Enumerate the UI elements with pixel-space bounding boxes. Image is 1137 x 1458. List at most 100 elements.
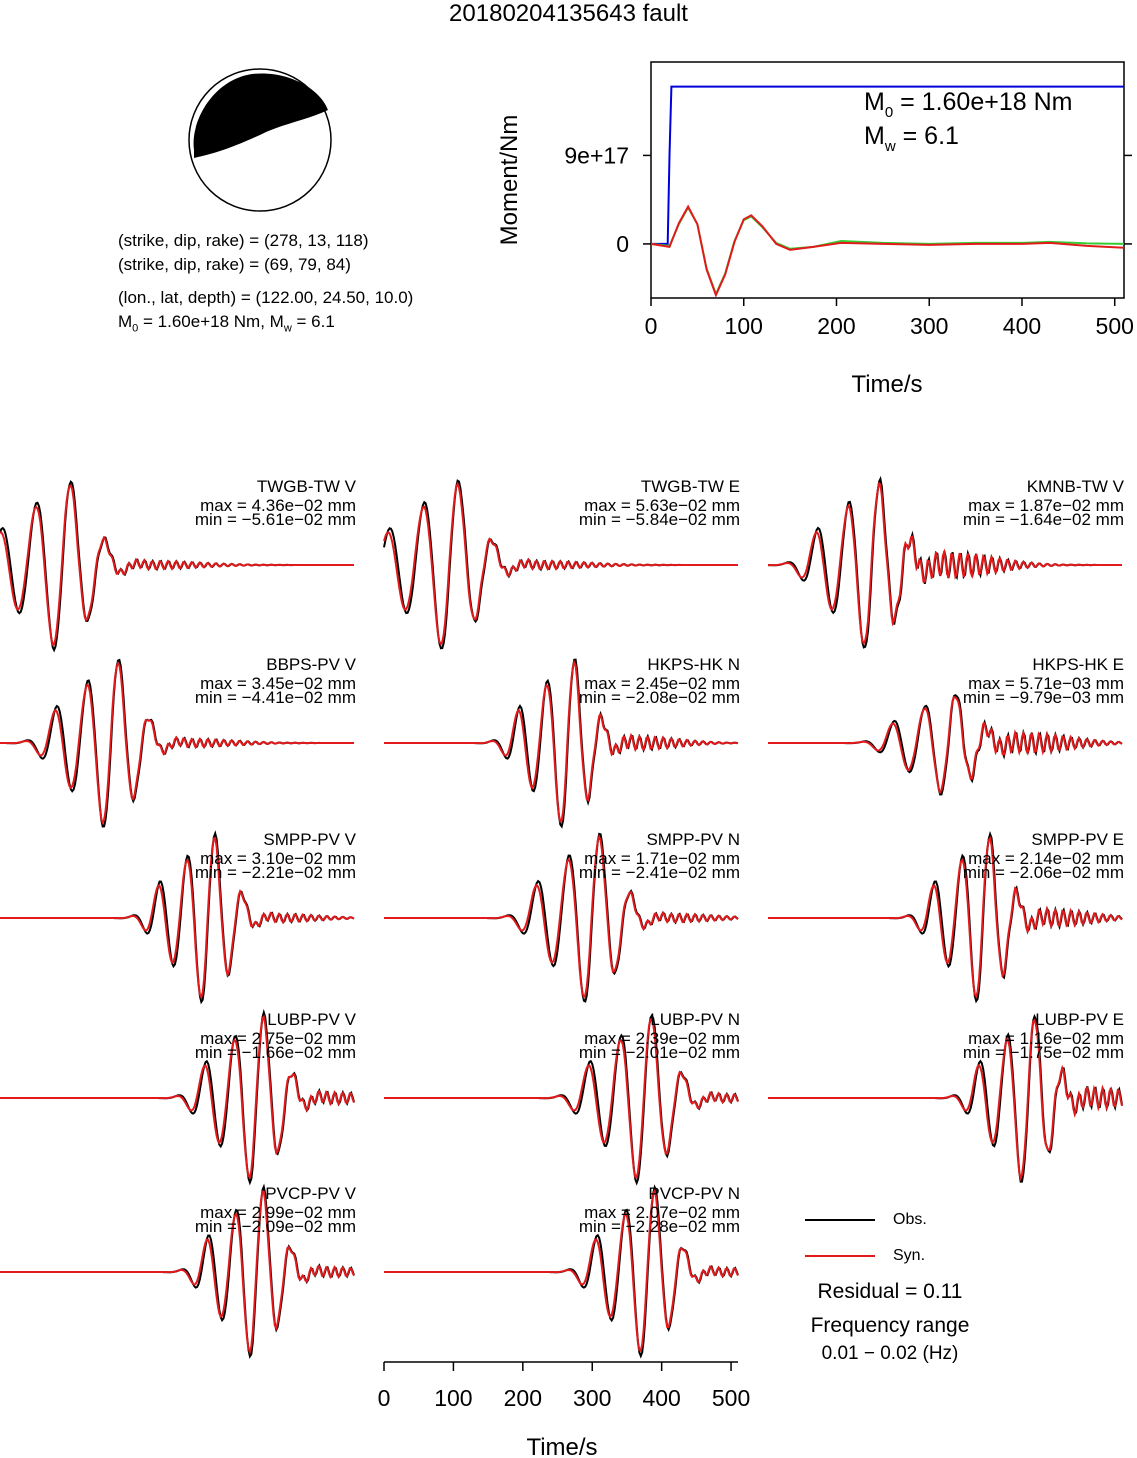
- min-amplitude-label: min = −1.66e−02 mm: [194, 1043, 356, 1062]
- synthetic-trace: [768, 1018, 1123, 1182]
- station-label: HKPS-HK E: [1032, 655, 1124, 674]
- max-amplitude-label: max = 4.36e−02 mm: [200, 496, 356, 515]
- m0-value: = 1.60e+18 Nm, M: [138, 312, 284, 331]
- moment-xtick-label: 0: [645, 313, 658, 339]
- synthetic-trace: [384, 833, 739, 999]
- waveform-xtick-label: 500: [712, 1385, 750, 1411]
- hypocenter-location: (lon., lat, depth) = (122.00, 24.50, 10.…: [118, 288, 414, 307]
- moment-plot-frame: [650, 61, 1125, 299]
- frequency-range-value: 0.01 − 0.02 (Hz): [821, 1343, 959, 1364]
- waveform-xtick-label: 300: [573, 1385, 611, 1411]
- mw-label-value: = 6.1: [896, 122, 959, 150]
- moment-xtick-label: 400: [1003, 313, 1041, 339]
- mw-label-prefix: M: [864, 122, 885, 150]
- min-amplitude-label: min = −5.61e−02 mm: [194, 510, 356, 529]
- legend-lines: [805, 1219, 875, 1257]
- residual-text: Residual = 0.11: [817, 1280, 963, 1303]
- synthetic-trace: [383, 481, 738, 646]
- station-label: TWGB-TW V: [256, 477, 356, 496]
- max-amplitude-label: max = 2.45e−02 mm: [584, 674, 740, 693]
- magnitude-summary: M0 = 1.60e+18 Nm, Mw = 6.1: [118, 311, 335, 339]
- max-amplitude-label: max = 2.07e−02 mm: [584, 1203, 740, 1222]
- mw-label: Mw = 6.1: [864, 122, 959, 155]
- moment-rate-red-line: [650, 204, 1125, 298]
- moment-xtick-label: 200: [817, 313, 855, 339]
- min-amplitude-label: min = −2.41e−02 mm: [578, 863, 740, 882]
- moment-xlabel: Time/s: [851, 371, 922, 398]
- legend-syn-label: Syn.: [893, 1247, 926, 1264]
- max-amplitude-label: max = 2.14e−02 mm: [968, 849, 1124, 868]
- min-amplitude-label: min = −9.79e−03 mm: [962, 688, 1124, 707]
- min-amplitude-label: min = −4.41e−02 mm: [194, 688, 356, 707]
- moment-ylabel: Moment/Nm: [496, 115, 523, 246]
- waveform-xlabel: Time/s: [526, 1434, 597, 1458]
- min-amplitude-label: min = −2.08e−02 mm: [578, 688, 740, 707]
- max-amplitude-label: max = 2.39e−02 mm: [584, 1029, 740, 1048]
- station-label: HKPS-HK N: [647, 655, 740, 674]
- min-amplitude-label: min = −2.06e−02 mm: [962, 863, 1124, 882]
- synthetic-trace: [0, 1014, 355, 1180]
- synthetic-trace: [384, 1018, 739, 1179]
- station-label: LUBP-PV N: [650, 1010, 740, 1029]
- waveform-xtick-label: 100: [434, 1385, 472, 1411]
- legend-obs-label: Obs.: [893, 1211, 927, 1228]
- min-amplitude-label: min = −1.75e−02 mm: [962, 1043, 1124, 1062]
- moment-ytick-label: 0: [616, 231, 629, 257]
- max-amplitude-label: max = 1.16e−02 mm: [968, 1029, 1124, 1048]
- waveform-xtick-label: 0: [378, 1385, 391, 1411]
- synthetic-trace: [0, 1190, 355, 1355]
- synthetic-trace: [384, 659, 739, 823]
- focal-mechanism-beachball: [188, 68, 332, 212]
- station-label: PVCP-PV N: [648, 1184, 740, 1203]
- figure-title: 20180204135643 fault: [449, 0, 688, 27]
- synthetic-trace: [768, 695, 1123, 795]
- station-label: SMPP-PV V: [263, 830, 356, 849]
- synthetic-trace: [0, 836, 355, 1000]
- mw-subscript: w: [283, 322, 292, 335]
- moment-xtick-label: 100: [725, 313, 763, 339]
- moment-xtick-label: 300: [910, 313, 948, 339]
- mw-value: = 6.1: [291, 312, 335, 331]
- synthetic-trace: [0, 661, 354, 825]
- m0-label-value: = 1.60e+18 Nm: [893, 88, 1072, 116]
- frequency-range-title: Frequency range: [810, 1314, 970, 1337]
- m0-label: M0 = 1.60e+18 Nm: [864, 88, 1072, 121]
- station-label: KMNB-TW V: [1026, 477, 1124, 496]
- min-amplitude-label: min = −2.28e−02 mm: [578, 1217, 740, 1236]
- max-amplitude-label: max = 2.75e−02 mm: [200, 1029, 356, 1048]
- station-label: SMPP-PV N: [646, 830, 740, 849]
- station-label: BBPS-PV V: [266, 655, 356, 674]
- mw-label-sub: w: [884, 138, 896, 155]
- max-amplitude-label: max = 3.45e−02 mm: [200, 674, 356, 693]
- min-amplitude-label: min = −2.21e−02 mm: [194, 863, 356, 882]
- synthetic-trace: [768, 835, 1123, 999]
- station-label: LUBP-PV E: [1035, 1010, 1124, 1029]
- max-amplitude-label: max = 2.99e−02 mm: [200, 1203, 356, 1222]
- moment-xtick-label: 500: [1096, 313, 1134, 339]
- max-amplitude-label: max = 3.10e−02 mm: [200, 849, 356, 868]
- m0-subscript: 0: [132, 322, 139, 335]
- station-label: TWGB-TW E: [640, 477, 740, 496]
- synthetic-trace: [0, 483, 354, 646]
- min-amplitude-label: min = −2.01e−02 mm: [578, 1043, 740, 1062]
- max-amplitude-label: max = 1.87e−02 mm: [968, 496, 1124, 515]
- synthetic-trace: [768, 481, 1122, 646]
- moment-ytick-label: 9e+17: [564, 142, 629, 168]
- waveform-xtick-label: 200: [504, 1385, 542, 1411]
- min-amplitude-label: min = −2.09e−02 mm: [194, 1217, 356, 1236]
- max-amplitude-label: max = 5.71e−03 mm: [968, 674, 1124, 693]
- station-label: SMPP-PV E: [1031, 830, 1124, 849]
- min-amplitude-label: min = −5.84e−02 mm: [578, 510, 740, 529]
- max-amplitude-label: max = 1.71e−02 mm: [584, 849, 740, 868]
- nodal-plane-2: (strike, dip, rake) = (69, 79, 84): [118, 255, 351, 274]
- m0-label-prefix: M: [864, 88, 885, 116]
- waveform-xtick-label: 400: [642, 1385, 680, 1411]
- max-amplitude-label: max = 5.63e−02 mm: [584, 496, 740, 515]
- nodal-plane-1: (strike, dip, rake) = (278, 13, 118): [118, 231, 369, 250]
- station-label: LUBP-PV V: [267, 1010, 356, 1029]
- cumulative-moment-line: [651, 85, 1124, 245]
- m0-label-sub: 0: [885, 104, 893, 121]
